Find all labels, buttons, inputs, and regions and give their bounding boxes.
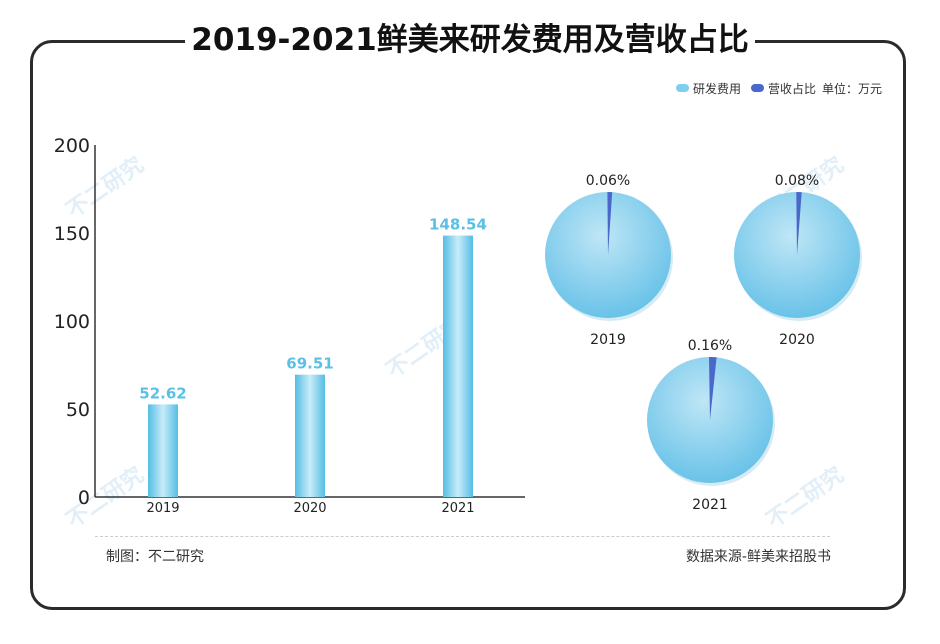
legend: 研发费用 营收占比 单位：万元 (666, 79, 882, 97)
bar-value-label: 148.54 (429, 216, 487, 234)
y-tick-label: 100 (54, 311, 90, 333)
footer-source: 数据来源-鲜美来招股书 (685, 549, 831, 565)
pie-share-slice (709, 356, 717, 420)
x-tick-label: 2020 (293, 501, 326, 516)
x-tick-label: 2019 (146, 501, 179, 516)
pie-share-label: 0.16% (688, 338, 732, 354)
legend-swatch-rd (675, 84, 689, 92)
y-tick-label: 150 (54, 223, 90, 245)
bar (443, 235, 473, 498)
bar-value-label: 69.51 (286, 355, 333, 373)
bar (295, 374, 325, 497)
pie-year-label: 2019 (590, 332, 626, 348)
pie-share-label: 0.06% (586, 173, 630, 189)
x-tick-label: 2021 (441, 501, 474, 516)
legend-swatch-share (750, 84, 764, 92)
legend-unit: 单位：万元 (821, 81, 882, 96)
footer-credit: 制图：不二研究 (106, 549, 204, 565)
pie-share-slice (796, 191, 802, 255)
legend-label-rd: 研发费用 (692, 81, 741, 96)
pie-share-label: 0.08% (775, 173, 819, 189)
pie-year-label: 2020 (779, 332, 815, 348)
bar (148, 404, 178, 497)
y-tick-label: 200 (54, 135, 90, 157)
pie-year-label: 2021 (692, 497, 728, 513)
pie-share-slice (607, 191, 613, 255)
bar-value-label: 52.62 (139, 384, 186, 402)
legend-label-share: 营收占比 (767, 81, 816, 96)
chart-title: 2019-2021鲜美来研发费用及营收占比 (185, 14, 755, 66)
y-tick-label: 50 (66, 399, 90, 421)
y-tick-label: 0 (78, 487, 90, 509)
footer-divider (95, 536, 830, 537)
